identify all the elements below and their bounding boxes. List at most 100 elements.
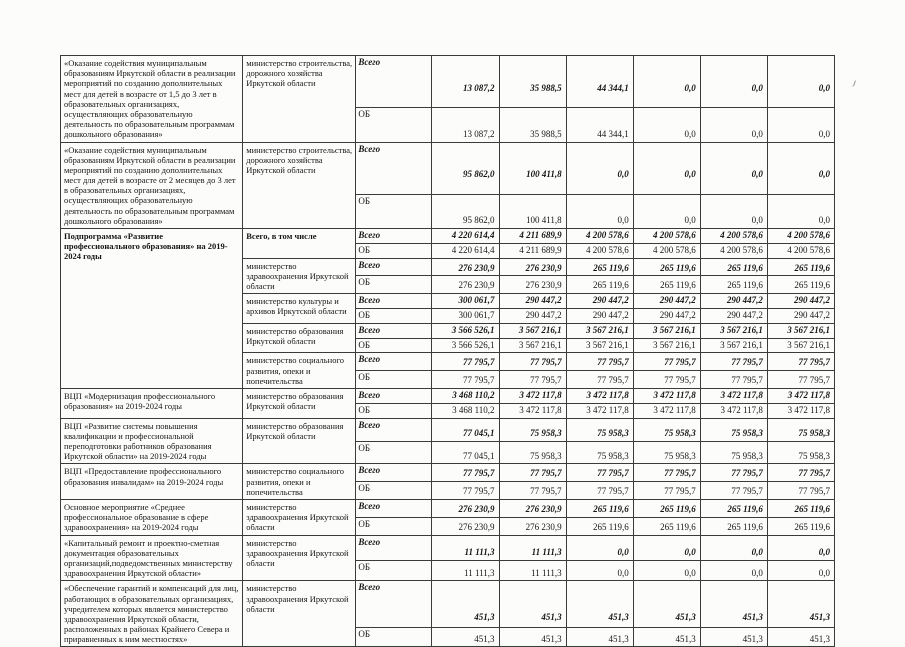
value-cell-total-2-0-4: 4 200 578,6 (699, 228, 768, 244)
scan-artifact (850, 79, 857, 88)
executor-cell: министерство образования Иркутской облас… (242, 322, 357, 354)
table-row: министерство социального развития, опеки… (61, 352, 836, 389)
program-cell: «Оказание содействия муниципальным образ… (59, 55, 244, 143)
value-cell-total-7-0-2: 0,0 (565, 534, 634, 561)
value-cell-regional-4-0-2: 75 958,3 (565, 440, 634, 465)
value-cell-total-2-3-0: 3 566 526,1 (431, 322, 500, 339)
value-cell-regional-4-0-4: 75 958,3 (699, 440, 768, 465)
table-row: ВЦП «Развитие системы повышения квалифик… (59, 417, 836, 465)
value-cell-total-2-4-3: 77 795,7 (632, 352, 701, 372)
value-cell-total-5-0-0: 77 795,7 (431, 463, 500, 483)
budget-table-body: «Оказание содействия муниципальным образ… (59, 54, 836, 647)
value-cell-total-2-2-0: 300 061,7 (431, 293, 500, 309)
table-row: «Капитальный ремонт и проектно-сметная д… (59, 534, 836, 582)
value-cell-total-5-0-3: 77 795,7 (632, 463, 701, 483)
value-cell-regional-3-0-2: 3 472 117,8 (565, 402, 634, 419)
value-cell-regional-2-3-4: 3 567 216,1 (699, 337, 768, 354)
executor-cell: министерство социального развития, опеки… (242, 352, 357, 389)
value-cell-regional-1-0-5: 0,0 (766, 193, 836, 230)
budget-type-label-total: Всего (355, 463, 433, 483)
value-cell-total-1-0-2: 0,0 (565, 141, 634, 195)
value-cell-total-4-0-0: 77 045,1 (431, 417, 500, 442)
budget-type-label-regional: ОБ (355, 627, 433, 647)
value-cell-regional-2-2-5: 290 447,2 (766, 307, 836, 324)
program-cell: «Капитальный ремонт и проектно-сметная д… (59, 534, 244, 582)
budget-type-label-regional: ОБ (355, 516, 433, 536)
value-cell-regional-0-0-3: 0,0 (632, 107, 701, 143)
value-cell-regional-7-0-3: 0,0 (632, 559, 701, 582)
value-cell-total-2-4-0: 77 795,7 (431, 352, 500, 372)
value-cell-regional-6-0-1: 276 230,9 (498, 516, 567, 536)
value-cell-regional-5-0-2: 77 795,7 (565, 481, 634, 501)
value-cell-regional-2-0-5: 4 200 578,6 (766, 242, 836, 259)
budget-type-label-total: Всего (355, 293, 433, 309)
value-cell-regional-0-0-2: 44 344,1 (565, 107, 634, 143)
program-cell: Основное мероприятие «Среднее профессион… (59, 499, 244, 536)
value-cell-total-6-0-3: 265 119,6 (632, 499, 701, 518)
value-cell-total-6-0-0: 276 230,9 (431, 499, 500, 518)
value-cell-regional-5-0-3: 77 795,7 (632, 481, 701, 501)
value-cell-regional-2-3-5: 3 567 216,1 (766, 337, 836, 354)
budget-type-label-total: Всего (355, 499, 433, 518)
value-cell-regional-8-0-3: 451,3 (632, 627, 701, 647)
value-cell-total-2-0-3: 4 200 578,6 (632, 228, 701, 244)
executor-cell: министерство образования Иркутской облас… (242, 387, 357, 419)
budget-type-label-total: Всего (355, 228, 433, 244)
value-cell-regional-6-0-4: 265 119,6 (699, 516, 768, 536)
value-cell-regional-2-2-4: 290 447,2 (699, 307, 768, 324)
executor-cell: министерство строительства, дорожного хо… (242, 55, 357, 143)
value-cell-total-3-0-5: 3 472 117,8 (766, 387, 836, 404)
value-cell-regional-2-1-2: 265 119,6 (565, 275, 634, 295)
value-cell-regional-2-2-2: 290 447,2 (565, 307, 634, 324)
value-cell-regional-2-4-2: 77 795,7 (565, 370, 634, 389)
value-cell-regional-2-4-5: 77 795,7 (766, 370, 836, 389)
value-cell-total-8-0-3: 451,3 (632, 580, 701, 629)
value-cell-total-1-0-5: 0,0 (766, 141, 836, 195)
budget-type-label-regional: ОБ (355, 107, 433, 143)
value-cell-regional-0-0-4: 0,0 (699, 107, 768, 143)
executor-cell: министерство социального развития, опеки… (242, 463, 357, 501)
value-cell-total-7-0-5: 0,0 (766, 534, 836, 561)
value-cell-total-5-0-4: 77 795,7 (699, 463, 768, 483)
table-row: ОБ 276 230,9 276 230,9 265 119,6 265 119,6 26… (61, 275, 836, 295)
value-cell-regional-6-0-2: 265 119,6 (565, 516, 634, 536)
value-cell-total-4-0-3: 75 958,3 (632, 417, 701, 442)
value-cell-total-2-4-1: 77 795,7 (498, 352, 567, 372)
table-row: ОБ 300 061,7 290 447,2 290 447,2 290 447,2 29… (61, 307, 836, 324)
table-row: ВЦП «Модернизация профессионального обра… (59, 387, 836, 419)
value-cell-total-7-0-3: 0,0 (632, 534, 701, 561)
value-cell-regional-7-0-2: 0,0 (565, 559, 634, 582)
value-cell-total-0-0-3: 0,0 (632, 54, 701, 109)
budget-type-label-regional: ОБ (355, 275, 433, 295)
value-cell-regional-0-0-0: 13 087,2 (431, 107, 500, 143)
value-cell-total-2-3-4: 3 567 216,1 (699, 322, 768, 339)
value-cell-regional-6-0-0: 276 230,9 (431, 516, 500, 536)
table-row: ОБ 13 087,2 35 988,5 44 344,1 0,0 0,0 0,0 (61, 107, 836, 143)
value-cell-regional-4-0-3: 75 958,3 (632, 440, 701, 465)
value-cell-total-0-0-2: 44 344,1 (565, 54, 634, 109)
budget-type-label-regional: ОБ (355, 337, 433, 354)
value-cell-regional-2-0-4: 4 200 578,6 (699, 242, 768, 259)
value-cell-total-4-0-1: 75 958,3 (498, 417, 567, 442)
value-cell-regional-2-1-4: 265 119,6 (699, 275, 768, 295)
value-cell-regional-7-0-4: 0,0 (699, 559, 768, 582)
budget-type-label-total: Всего (355, 54, 433, 109)
value-cell-total-2-2-4: 290 447,2 (699, 293, 768, 309)
value-cell-total-2-3-5: 3 567 216,1 (766, 322, 836, 339)
value-cell-regional-5-0-1: 77 795,7 (498, 481, 567, 501)
table-row: ОБ 11 111,3 11 111,3 0,0 0,0 0,0 0,0 (61, 559, 836, 582)
value-cell-total-2-1-0: 276 230,9 (431, 257, 500, 277)
value-cell-total-5-0-2: 77 795,7 (565, 463, 634, 483)
value-cell-regional-5-0-4: 77 795,7 (699, 481, 768, 501)
program-cell: ВЦП «Модернизация профессионального обра… (59, 387, 244, 419)
value-cell-total-6-0-4: 265 119,6 (699, 499, 768, 518)
value-cell-regional-8-0-0: 451,3 (431, 627, 500, 647)
value-cell-total-2-4-2: 77 795,7 (565, 352, 634, 372)
table-row: ОБ 77 795,7 77 795,7 77 795,7 77 795,7 77 795… (61, 370, 836, 389)
value-cell-regional-2-2-0: 300 061,7 (431, 307, 500, 324)
value-cell-regional-8-0-1: 451,3 (498, 627, 567, 647)
value-cell-total-3-0-4: 3 472 117,8 (699, 387, 768, 404)
table-row: министерство культуры и архивов Иркутско… (61, 293, 836, 324)
value-cell-regional-3-0-5: 3 472 117,8 (766, 402, 836, 419)
